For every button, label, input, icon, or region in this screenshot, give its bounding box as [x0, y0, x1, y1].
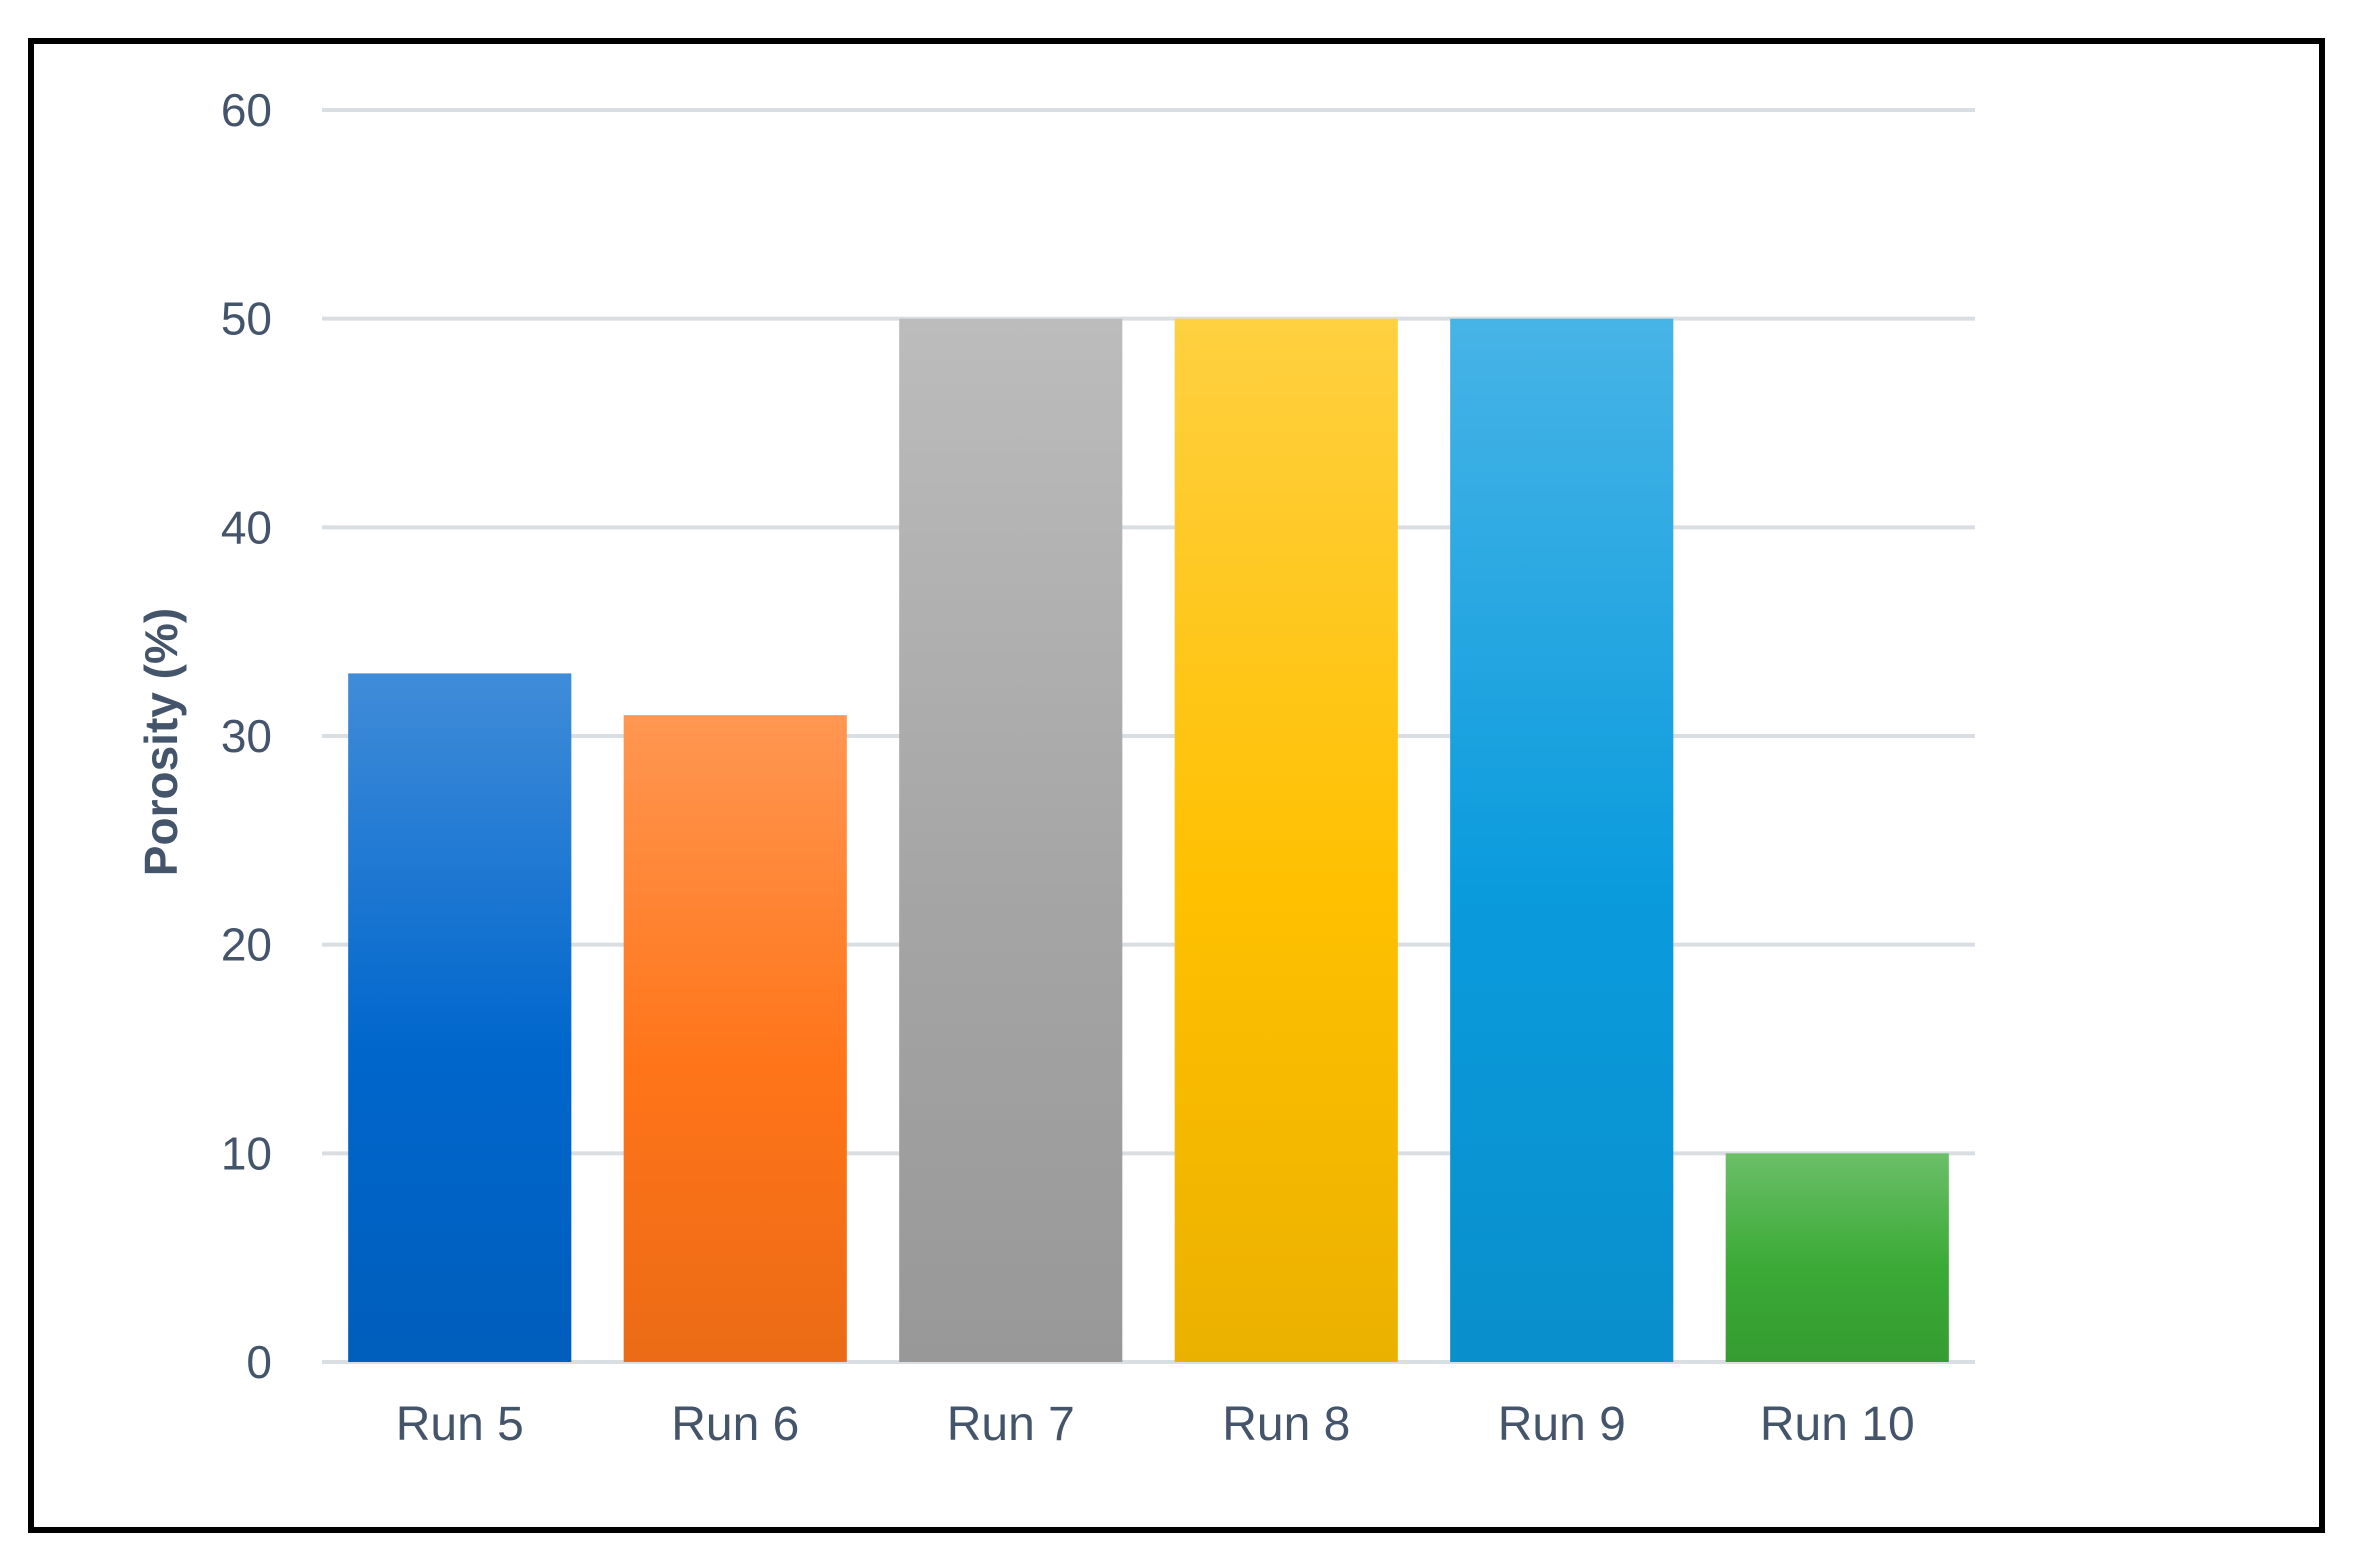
- bar-run-10: [1725, 1153, 1949, 1362]
- y-tick-label: 10: [221, 1127, 272, 1179]
- x-category-label: Run 10: [1760, 1398, 1915, 1451]
- bar-run-6: [623, 715, 847, 1362]
- y-axis-ticks: 0 10 20 30 40 50 60: [221, 84, 272, 1388]
- bar-run-5: [348, 673, 572, 1362]
- y-tick-label: 40: [221, 501, 272, 553]
- x-axis-categories: Run 5 Run 6 Run 7 Run 8 Run 9 Run 10: [396, 1398, 1915, 1451]
- bars: [348, 318, 1949, 1363]
- x-category-label: Run 7: [947, 1398, 1075, 1451]
- y-tick-label: 50: [221, 293, 272, 345]
- gridlines: [322, 108, 1975, 1364]
- x-category-label: Run 5: [396, 1398, 524, 1451]
- y-tick-label: 20: [221, 919, 272, 971]
- y-tick-label: 60: [221, 84, 272, 136]
- y-tick-label: 30: [221, 710, 272, 762]
- x-category-label: Run 9: [1498, 1398, 1626, 1451]
- bar-run-8: [1174, 318, 1398, 1363]
- bar-run-7: [899, 318, 1123, 1363]
- y-tick-label: 0: [246, 1336, 272, 1388]
- y-axis-title: Porosity (%): [135, 608, 187, 876]
- x-category-label: Run 8: [1222, 1398, 1350, 1451]
- bar-run-9: [1450, 318, 1674, 1363]
- x-category-label: Run 6: [671, 1398, 799, 1451]
